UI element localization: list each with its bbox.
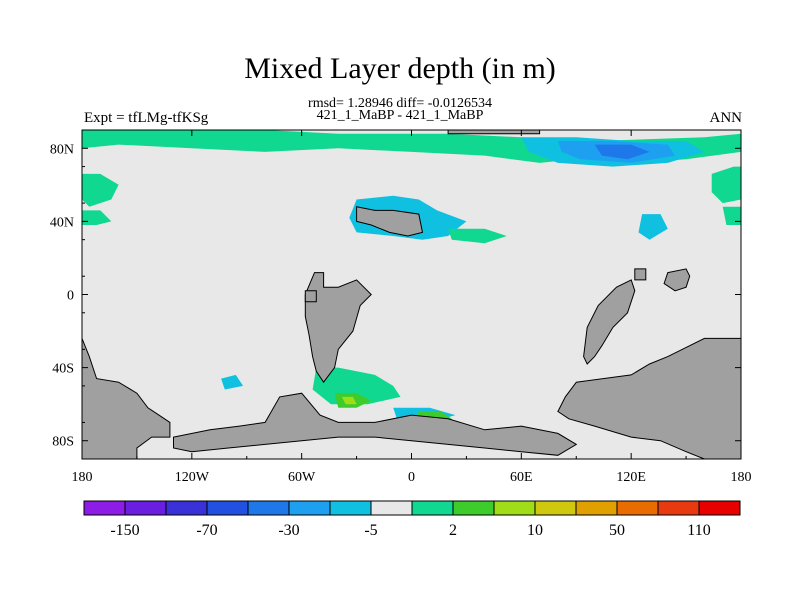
anomaly-south-pacific-cyan: [221, 374, 244, 390]
y-tick-label: 40S: [52, 362, 74, 377]
colorbar-swatch: [411, 500, 454, 516]
colorbar-swatch: [165, 500, 208, 516]
colorbar-swatch: [534, 500, 577, 516]
anomaly-east-atlantic-cyan: [638, 214, 668, 240]
x-tick-label: 120W: [175, 470, 210, 485]
land-small-island-a: [634, 268, 647, 281]
x-tick-label: 60E: [510, 470, 533, 485]
colorbar-label: 50: [609, 522, 625, 539]
colorbar-swatch: [288, 500, 331, 516]
anomaly-south-atlantic-green: [312, 367, 401, 405]
colorbar-label: 10: [527, 522, 543, 539]
y-tick-label: 40N: [50, 215, 74, 230]
colorbar-swatch: [493, 500, 536, 516]
y-tick-label: 0: [67, 289, 74, 304]
anomaly-arctic-band-deep-blue: [594, 144, 650, 160]
colorbar-label: -5: [364, 522, 377, 539]
land-northern-island: [356, 206, 424, 237]
colorbar-swatch: [247, 500, 290, 516]
colorbar: -150 -70 -30 -5 2 10 50 110: [83, 500, 741, 539]
colorbar-label: -30: [278, 522, 299, 539]
colorbar-label: 2: [449, 522, 457, 539]
anomaly-north-pacific-west: [82, 173, 119, 207]
y-tick-label: 80N: [50, 142, 74, 157]
colorbar-swatch: [206, 500, 249, 516]
anomaly-north-pacific-east-2: [722, 206, 741, 225]
map-layer: [82, 130, 741, 459]
y-tick-label: 80S: [52, 435, 74, 450]
anomaly-north-atlantic-green: [448, 228, 507, 244]
land-arctic-strip: [447, 130, 541, 135]
land-eastern-continent: [557, 337, 741, 459]
case-line: 421_1_MaBP - 421_1_MaBP: [316, 108, 484, 123]
land-south-america: [304, 272, 372, 384]
chart-title: Mixed Layer depth (in m): [244, 52, 556, 85]
land-antarctic-ridge: [173, 392, 578, 456]
colorbar-label: 110: [687, 522, 710, 539]
colorbar-label: -70: [196, 522, 217, 539]
colorbar-swatch: [575, 500, 618, 516]
land-small-island-b: [304, 290, 317, 303]
colorbar-swatch: [657, 500, 700, 516]
x-tick-label: 180: [731, 470, 752, 485]
stats-line: rmsd= 1.28946 diff= -0.0126534: [308, 96, 492, 111]
x-tick-label: 0: [408, 470, 415, 485]
colorbar-swatch: [452, 500, 495, 516]
colorbar-swatch: [370, 500, 413, 516]
x-tick-label: 60W: [288, 470, 316, 485]
map-field: [82, 130, 741, 459]
season-label: ANN: [709, 110, 743, 126]
x-tick-label: 120E: [616, 470, 646, 485]
anomaly-south-atlantic-yellow: [341, 396, 357, 405]
colorbar-swatch: [124, 500, 167, 516]
anomaly-north-pacific-east: [711, 166, 741, 204]
x-tick-label: 180: [72, 470, 93, 485]
land-africa: [583, 279, 636, 365]
colorbar-swatch: [698, 500, 741, 516]
colorbar-swatch: [83, 500, 126, 516]
land-east-pacific-island: [663, 268, 691, 292]
experiment-label: Expt = tfLMg-tfKSg: [84, 110, 209, 126]
colorbar-label: -150: [110, 522, 139, 539]
colorbar-swatch: [616, 500, 659, 516]
axis-layer: 180 120W 60W 0 60E 120E 180 80N 40N 0 40S 80S: [50, 129, 752, 485]
anomaly-north-pacific-west-2: [82, 210, 112, 225]
colorbar-swatch: [329, 500, 372, 516]
